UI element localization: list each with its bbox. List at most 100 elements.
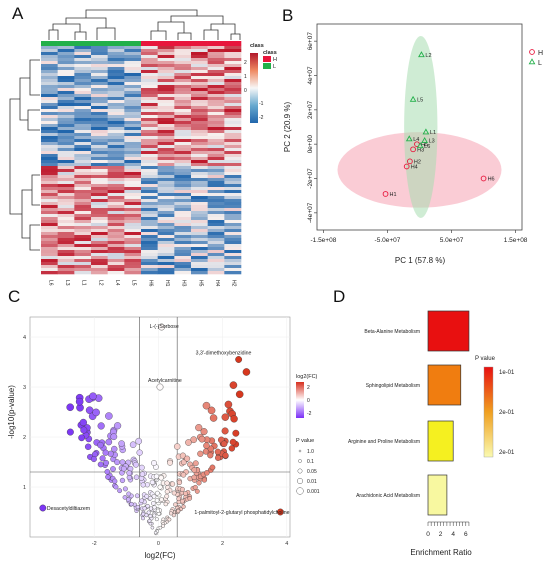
heatmap-cell <box>57 259 75 263</box>
volcano-point <box>140 482 146 488</box>
heatmap-cell <box>74 49 92 53</box>
heatmap-cell <box>74 196 92 200</box>
volcano-point <box>180 472 187 478</box>
volcano-point <box>200 428 208 436</box>
heatmap-cell <box>124 238 142 242</box>
heatmap-cell <box>107 205 125 209</box>
heatmap-cell <box>207 169 225 173</box>
heatmap-cell <box>157 136 175 140</box>
heatmap-cell <box>57 229 75 233</box>
heatmap-cell <box>107 202 125 206</box>
heatmap-cell <box>157 271 175 275</box>
heatmap-cell <box>124 202 142 206</box>
class-bar-h2 <box>224 41 242 46</box>
heatmap-cell <box>224 196 242 200</box>
heatmap-cell <box>141 181 158 185</box>
heatmap-cell <box>107 73 125 77</box>
pvalue-legend-tick-2: 2e-01 <box>499 410 515 416</box>
heatmap-cell <box>141 61 158 65</box>
heatmap-cell <box>107 118 125 122</box>
heatmap-cell <box>74 250 92 254</box>
heatmap-cell <box>224 244 242 248</box>
row-dendrogram <box>9 59 40 251</box>
heatmap-cell <box>91 49 108 53</box>
heatmap-cell <box>207 163 225 167</box>
heatmap-cell <box>107 133 125 137</box>
volcano-labeled-point <box>39 504 47 512</box>
pca-point-l3 <box>421 137 428 143</box>
heatmap-cell <box>224 148 242 152</box>
heatmap-cell <box>141 169 158 173</box>
heatmap-cell <box>41 271 58 275</box>
heatmap-cell <box>124 268 142 272</box>
volcano-point <box>118 440 125 447</box>
heatmap-cell <box>107 271 125 275</box>
heatmap-cell <box>157 112 175 116</box>
heatmap-cell <box>91 184 108 188</box>
heatmap-cell <box>91 91 108 95</box>
heatmap-cell <box>207 85 225 89</box>
heatmap-cell <box>124 88 142 92</box>
heatmap-cell <box>141 238 158 242</box>
volcano-point <box>204 470 210 476</box>
volcano-point <box>152 513 157 518</box>
heatmap-cell <box>224 106 242 110</box>
heatmap-cell <box>207 148 225 152</box>
heatmap-cell <box>224 82 242 86</box>
heatmap-cell <box>91 202 108 206</box>
panel-letter-c: C <box>8 287 21 306</box>
heatmap-cell <box>141 115 158 119</box>
heatmap-cell <box>41 199 58 203</box>
heatmap-cell <box>107 127 125 131</box>
volcano-point <box>202 401 211 410</box>
volcano-point <box>120 465 127 472</box>
heatmap-cell <box>91 241 108 245</box>
pvalue-size-legend-label: 0.1 <box>307 459 314 465</box>
heatmap-cell <box>41 169 58 173</box>
heatmap-cell <box>174 112 192 116</box>
volcano-point <box>176 479 183 485</box>
heatmap-cell <box>57 52 75 56</box>
heatmap-cell <box>57 217 75 221</box>
volcano-point <box>209 464 216 471</box>
heatmap-cell <box>207 70 225 74</box>
heatmap-cell <box>107 247 125 251</box>
volcano-point <box>133 474 140 480</box>
heatmap-cell <box>224 76 242 80</box>
heatmap-cell <box>57 58 75 62</box>
volcano-point <box>134 493 140 499</box>
heatmap-cell <box>191 241 208 245</box>
heatmap-cell <box>107 64 125 68</box>
heatmap-column-label-l5: L5 <box>131 280 137 286</box>
heatmap-cell <box>224 253 242 257</box>
heatmap-cell <box>57 91 75 95</box>
heatmap-cell <box>57 94 75 98</box>
heatmap-cell <box>124 64 142 68</box>
heatmap-cell <box>74 133 92 137</box>
heatmap-column-labels: L6 L3 L1 L2 L4 L5 H6 H1 H3 H5 H4 H2 <box>47 280 236 287</box>
heatmap-cell <box>124 118 142 122</box>
heatmap-cell <box>107 52 125 56</box>
heatmap-cell <box>124 124 142 128</box>
heatmap-cell <box>174 94 192 98</box>
heatmap-cell <box>74 244 92 248</box>
heatmap-cell <box>107 58 125 62</box>
pca-point-h2 <box>407 158 413 165</box>
heatmap-cell <box>141 103 158 107</box>
heatmap-cell <box>57 226 75 230</box>
heatmap-cell <box>91 139 108 143</box>
heatmap-cell <box>157 151 175 155</box>
class-bar-l2 <box>91 41 108 46</box>
pvalue-size-legend-label: 1.0 <box>307 449 314 455</box>
heatmap-cell <box>174 139 192 143</box>
heatmap-cell <box>157 67 175 71</box>
scale-tick-1: 1 <box>244 74 247 80</box>
heatmap-cell <box>124 262 142 266</box>
heatmap-cell <box>41 49 58 53</box>
heatmap-cell <box>124 157 142 161</box>
heatmap-cell <box>57 223 75 227</box>
heatmap-cell <box>141 175 158 179</box>
volcano-point <box>194 488 200 494</box>
heatmap-cell <box>124 256 142 260</box>
